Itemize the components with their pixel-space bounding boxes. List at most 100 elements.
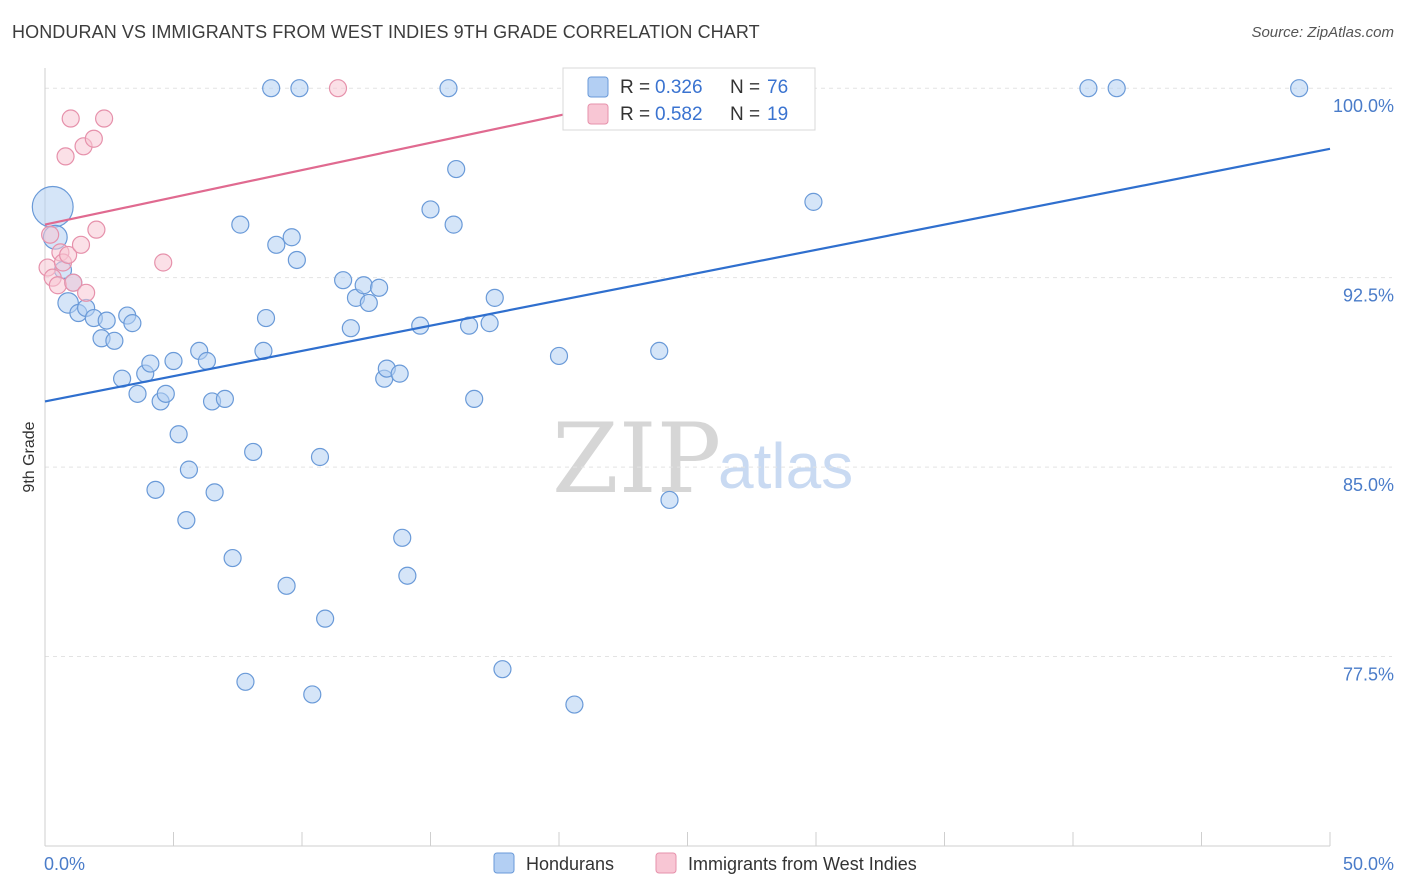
- honduran-point: [128, 384, 147, 403]
- tick-labels: 0.0% 50.0% 77.5% 85.0% 92.5% 100.0%: [44, 96, 1394, 874]
- honduran-point: [123, 314, 142, 333]
- honduran-point: [650, 341, 669, 361]
- honduran-point: [465, 389, 484, 409]
- honduran-point: [141, 354, 160, 373]
- west-indies-point: [59, 245, 78, 265]
- honduran-point: [267, 235, 286, 254]
- honduran-point: [493, 660, 512, 679]
- legend-swatch-hondurans: [587, 76, 609, 98]
- series-legend: Hondurans Immigrants from West Indies: [493, 852, 917, 874]
- data-points: [31, 79, 1309, 714]
- honduran-point: [1107, 79, 1126, 98]
- honduran-point: [370, 278, 389, 297]
- honduran-point: [256, 308, 276, 328]
- watermark-zip: ZIP: [552, 403, 721, 515]
- west-indies-point: [71, 235, 91, 254]
- honduran-point: [282, 228, 301, 247]
- honduran-point: [156, 384, 175, 403]
- west-indies-point: [154, 253, 173, 272]
- x-tick-label-max: 50.0%: [1343, 854, 1394, 874]
- trend-lines: [44, 87, 1331, 403]
- y-axis-title: 9th Grade: [21, 421, 38, 492]
- honduran-point: [660, 490, 679, 510]
- honduran-point: [197, 351, 217, 371]
- axes: [44, 68, 1331, 847]
- honduran-point: [390, 364, 409, 383]
- honduran-point: [398, 566, 417, 585]
- west-indies-point: [48, 276, 67, 295]
- honduran-point: [1290, 79, 1309, 98]
- honduran-point: [359, 293, 378, 313]
- west-indies-point: [64, 273, 83, 292]
- y-tick-label: 85.0%: [1343, 475, 1394, 495]
- honduran-point: [565, 695, 584, 714]
- honduran-point: [804, 192, 823, 211]
- honduran-point: [303, 685, 322, 704]
- west-indies-point: [41, 225, 60, 244]
- y-tick-label: 100.0%: [1333, 96, 1394, 116]
- y-tick-label: 92.5%: [1343, 286, 1394, 306]
- bottom-legend-label-west-indies: Immigrants from West Indies: [688, 854, 917, 874]
- honduran-point: [105, 331, 124, 350]
- honduran-point: [169, 425, 188, 444]
- legend-r-label-1: R =: [620, 77, 650, 98]
- west-indies-point: [95, 109, 114, 128]
- honduran-point: [164, 351, 183, 371]
- west-indies-point: [77, 283, 96, 302]
- honduran-point: [231, 215, 250, 234]
- source-credit: Source: ZipAtlas.com: [1251, 24, 1394, 41]
- honduran-point: [287, 250, 306, 270]
- honduran-point: [244, 442, 263, 462]
- honduran-point: [549, 346, 569, 366]
- y-tick-label: 77.5%: [1343, 665, 1394, 685]
- west-indies-point: [328, 79, 348, 98]
- legend-n-label-2: N =: [730, 104, 760, 125]
- west-indies-point: [84, 129, 103, 148]
- honduran-point: [485, 288, 504, 307]
- honduran-point: [439, 79, 458, 98]
- honduran-point: [177, 511, 196, 530]
- honduran-point: [262, 79, 281, 98]
- watermark: ZIP atlas: [552, 403, 853, 515]
- legend-n-value-1: 76: [767, 77, 788, 98]
- correlation-legend: R = 0.326 N = 76 R = 0.582 N = 19: [562, 67, 816, 131]
- chart-title: HONDURAN VS IMMIGRANTS FROM WEST INDIES …: [12, 22, 760, 42]
- honduran-point: [223, 548, 242, 568]
- west-indies-point: [87, 220, 106, 239]
- west-indies-point: [56, 147, 75, 166]
- legend-r-label-2: R =: [620, 104, 650, 125]
- legend-r-value-2: 0.582: [655, 104, 703, 125]
- west-indies-point: [61, 109, 80, 128]
- honduran-point: [334, 271, 353, 290]
- honduran-point: [277, 576, 296, 595]
- legend-n-label-1: N =: [730, 77, 760, 98]
- honduran-point: [179, 460, 199, 479]
- honduran-point: [341, 319, 360, 338]
- honduran-point: [290, 79, 309, 98]
- legend-n-value-2: 19: [767, 104, 788, 125]
- honduran-point: [316, 609, 335, 628]
- honduran-point: [480, 314, 499, 333]
- honduran-point: [1079, 79, 1098, 98]
- legend-swatch-west-indies: [587, 103, 609, 125]
- honduran-trend-line: [44, 147, 1331, 403]
- honduran-point: [393, 528, 412, 547]
- honduran-point: [310, 447, 330, 467]
- honduran-point: [421, 200, 440, 219]
- honduran-point: [31, 185, 74, 228]
- watermark-atlas: atlas: [718, 430, 853, 502]
- x-tick-label-min: 0.0%: [44, 854, 85, 874]
- legend-r-value-1: 0.326: [655, 77, 703, 98]
- honduran-point: [354, 276, 373, 295]
- gridlines: [45, 87, 1392, 658]
- honduran-point: [205, 483, 224, 502]
- honduran-point: [215, 389, 234, 409]
- bottom-legend-label-hondurans: Hondurans: [526, 854, 614, 874]
- bottom-legend-swatch-hondurans: [493, 852, 515, 874]
- honduran-point: [447, 159, 466, 179]
- honduran-point: [97, 311, 116, 330]
- bottom-legend-swatch-west-indies: [655, 852, 677, 874]
- honduran-point: [444, 215, 463, 234]
- honduran-point: [236, 672, 255, 691]
